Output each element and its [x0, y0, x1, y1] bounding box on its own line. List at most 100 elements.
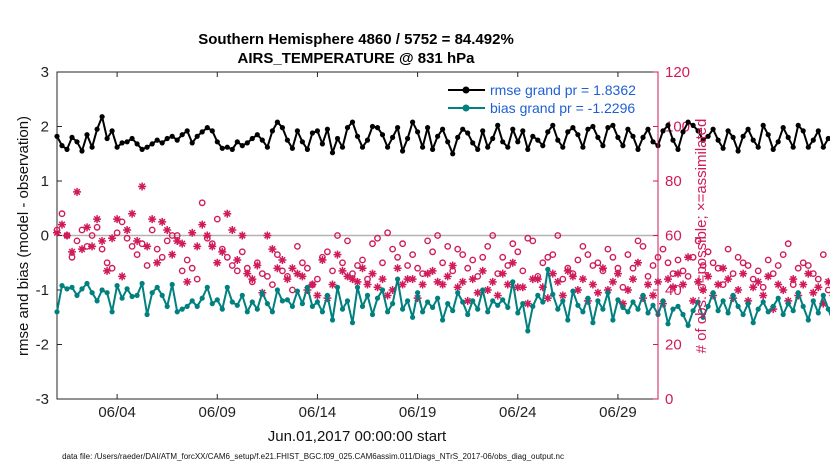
- data-point: [710, 290, 716, 296]
- data-point: [410, 119, 416, 125]
- assimilated-obs-marker: [453, 283, 462, 292]
- data-point: [369, 123, 376, 130]
- possible-obs-marker: [464, 264, 472, 272]
- possible-obs-marker: [213, 215, 221, 223]
- data-point: [395, 125, 401, 131]
- assimilated-obs-marker: [588, 280, 597, 289]
- y-left-tick-label: -1: [36, 282, 49, 299]
- data-point: [314, 299, 320, 305]
- data-point: [374, 125, 381, 131]
- data-point: [480, 128, 486, 134]
- data-point: [385, 144, 391, 150]
- assimilated-obs-marker: [448, 261, 457, 270]
- possible-obs-marker: [769, 270, 777, 277]
- data-point: [615, 134, 621, 140]
- assimilated-obs-marker: [283, 275, 292, 284]
- possible-obs-marker: [188, 264, 196, 272]
- assimilated-obs-marker: [173, 236, 182, 245]
- data-point: [79, 148, 85, 154]
- data-point: [390, 301, 396, 307]
- data-point: [490, 298, 496, 304]
- data-point: [715, 308, 721, 314]
- data-point: [359, 144, 366, 150]
- assimilated-obs-marker: [113, 215, 122, 224]
- data-point: [735, 148, 741, 154]
- data-point: [750, 320, 756, 326]
- data-point: [199, 295, 205, 301]
- data-point: [179, 306, 185, 312]
- possible-obs-marker: [148, 226, 156, 234]
- data-point: [169, 281, 175, 288]
- x-tick-label: 06/24: [499, 404, 537, 421]
- assimilated-obs-marker: [253, 261, 262, 270]
- data-point: [625, 126, 631, 132]
- possible-obs-marker: [484, 242, 492, 250]
- possible-obs-marker: [228, 262, 236, 269]
- data-point: [359, 303, 366, 309]
- data-point: [400, 148, 406, 154]
- data-point: [239, 292, 245, 298]
- data-point: [590, 123, 596, 130]
- assimilated-obs-marker: [228, 226, 237, 235]
- data-point: [570, 288, 576, 294]
- possible-obs-marker: [674, 256, 682, 264]
- possible-obs-marker: [529, 237, 537, 245]
- assimilated-obs-marker: [769, 305, 778, 314]
- assimilated-obs-marker: [213, 258, 222, 267]
- assimilated-obs-marker: [694, 277, 703, 286]
- data-point: [470, 298, 476, 304]
- possible-obs-marker: [759, 283, 767, 291]
- data-point: [279, 125, 285, 131]
- possible-obs-marker: [158, 253, 166, 261]
- assimilated-obs-marker: [198, 220, 207, 229]
- assimilated-obs-marker: [268, 245, 277, 254]
- data-point: [430, 146, 436, 152]
- possible-obs-marker: [639, 242, 647, 250]
- assimilated-obs-marker: [458, 277, 467, 286]
- data-point: [565, 129, 571, 135]
- assimilated-obs-marker: [578, 275, 587, 284]
- assimilated-obs-marker: [388, 286, 397, 294]
- assimilated-obs-marker: [338, 266, 347, 275]
- data-point: [480, 287, 486, 293]
- assimilated-obs-marker: [178, 239, 187, 248]
- data-point: [304, 284, 310, 290]
- data-point: [625, 309, 631, 315]
- assimilated-obs-marker: [403, 275, 412, 284]
- data-point: [665, 321, 671, 327]
- data-point: [284, 297, 290, 303]
- data-point: [89, 144, 95, 150]
- data-point: [204, 284, 210, 290]
- assimilated-obs-marker: [393, 264, 402, 273]
- data-point: [605, 125, 611, 131]
- possible-obs-marker: [709, 259, 717, 267]
- assimilated-obs-marker: [478, 266, 487, 275]
- possible-obs-marker: [384, 229, 391, 237]
- possible-obs-marker: [293, 242, 301, 250]
- data-point: [610, 122, 616, 128]
- data-point: [715, 137, 721, 143]
- data-point: [565, 317, 571, 323]
- assimilated-obs-marker: [664, 275, 673, 284]
- data-point: [364, 292, 371, 298]
- possible-obs-marker: [233, 267, 241, 275]
- data-point: [745, 126, 751, 132]
- data-point: [815, 310, 821, 316]
- assimilated-obs-marker: [103, 266, 112, 275]
- data-point: [219, 145, 225, 151]
- data-point: [520, 128, 526, 134]
- data-point: [740, 311, 746, 318]
- data-point: [545, 266, 551, 272]
- assimilated-obs-marker: [764, 272, 773, 281]
- data-point: [94, 126, 100, 132]
- data-point: [319, 141, 325, 147]
- data-point: [254, 132, 260, 138]
- possible-obs-marker: [734, 253, 742, 261]
- data-point: [525, 328, 531, 334]
- data-point: [164, 303, 170, 309]
- data-point: [214, 297, 220, 303]
- data-point: [274, 287, 280, 293]
- assimilated-obs-marker: [704, 272, 713, 281]
- data-point: [535, 292, 541, 298]
- assimilated-obs-marker: [558, 291, 567, 300]
